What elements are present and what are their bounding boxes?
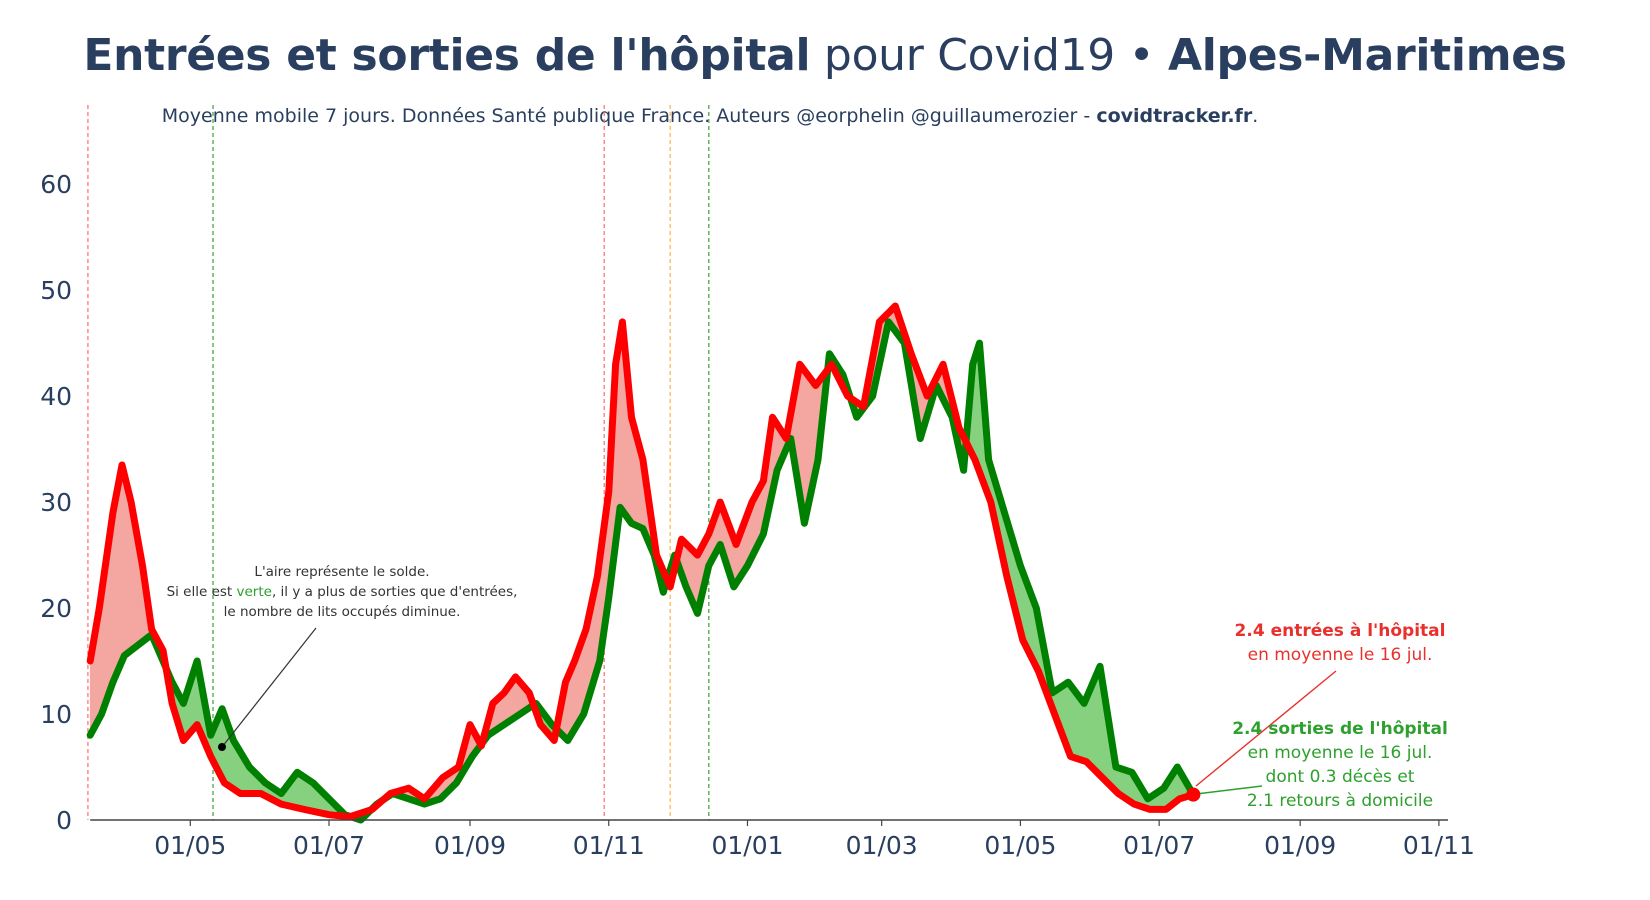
exits-annotation-date: en moyenne le 16 jul. [1248, 743, 1433, 763]
note-line3: le nombre de lits occupés diminue. [224, 604, 461, 620]
y-tick-label: 0 [56, 806, 72, 835]
exits-annotation: 2.4 sorties de l'hôpital en moyenne le 1… [1195, 719, 1448, 811]
area-segment [1081, 699, 1085, 762]
y-tick-label: 60 [40, 170, 72, 199]
area-segment [1072, 687, 1076, 759]
area-segment [126, 483, 130, 655]
entries-annotation-date: en moyenne le 16 jul. [1248, 645, 1433, 665]
x-tick-label: 01/07 [293, 831, 365, 860]
y-axis-ticks: 0 10 20 30 40 50 60 [40, 170, 72, 835]
chart-title: Entrées et sorties de l'hôpital pour Cov… [83, 30, 1567, 81]
x-tick-label: 01/03 [846, 831, 918, 860]
entries-annotation: 2.4 entrées à l'hôpital en moyenne le 16… [1195, 621, 1446, 787]
entries-line [86, 302, 1197, 821]
vertical-markers [87, 105, 710, 820]
exits-line [86, 318, 1197, 824]
area-segment [1083, 698, 1087, 763]
area-segment [1076, 693, 1080, 760]
x-tick-label: 01/11 [1403, 831, 1475, 860]
exits-annotation-bold: 2.4 sorties de l'hôpital [1232, 719, 1448, 739]
y-tick-label: 30 [40, 488, 72, 517]
series-lines [86, 302, 1197, 824]
area-segment [121, 464, 125, 662]
exits-annotation-home: 2.1 retours à domicile [1247, 791, 1433, 811]
x-tick-label: 01/07 [1123, 831, 1195, 860]
area-segment [1074, 690, 1078, 760]
area-segment [124, 474, 127, 657]
y-tick-label: 40 [40, 382, 72, 411]
area-segment [1092, 676, 1096, 772]
note-line1: L'aire représente le solde. [254, 564, 429, 580]
area-segment [1079, 696, 1083, 761]
note-arrow-dot [218, 743, 226, 751]
entries-annotation-bold: 2.4 entrées à l'hôpital [1235, 621, 1446, 641]
series-endpoints [1186, 787, 1201, 802]
x-tick-label: 01/11 [573, 831, 645, 860]
note-arrow-line [221, 627, 317, 748]
exits-annotation-deaths: dont 0.3 décès et [1266, 767, 1415, 787]
area-segment [1070, 684, 1074, 758]
y-tick-label: 10 [40, 700, 72, 729]
x-tick-label: 01/05 [984, 831, 1056, 860]
chart-subtitle: Moyenne mobile 7 jours. Données Santé pu… [161, 105, 1259, 127]
y-tick-label: 20 [40, 594, 72, 623]
entries-annotation-arrow [1195, 670, 1337, 787]
x-tick-label: 01/01 [711, 831, 783, 860]
exits-annotation-arrow [1195, 785, 1263, 795]
covidtracker-link[interactable]: covidtracker.fr [1096, 105, 1253, 127]
area-segment [1095, 671, 1099, 774]
area-segment [117, 476, 121, 672]
x-tick-label: 01/05 [154, 831, 226, 860]
y-tick-label: 50 [40, 276, 72, 305]
entries-endpoint-marker [1186, 787, 1201, 802]
note-line2: Si elle est verte, il y a plus de sortie… [167, 584, 518, 600]
area-segment [119, 464, 123, 667]
x-axis-ticks: 01/05 01/07 01/09 01/11 01/01 01/03 01/05 01/07… [154, 820, 1475, 860]
area-explanation-note: L'aire représente le solde. Si elle est … [167, 564, 518, 751]
x-tick-label: 01/09 [434, 831, 506, 860]
x-tick-label: 01/09 [1264, 831, 1336, 860]
